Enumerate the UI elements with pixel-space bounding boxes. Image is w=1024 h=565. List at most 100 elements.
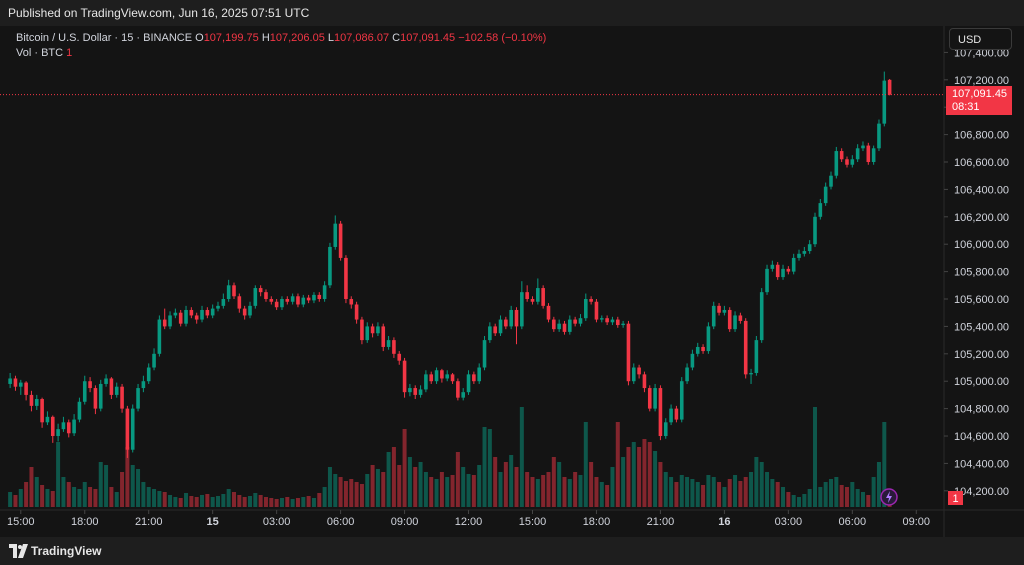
candle-body — [493, 326, 497, 334]
candle-body — [701, 346, 705, 352]
candle-body — [482, 340, 487, 368]
volume-bar — [152, 489, 157, 507]
candle-body — [136, 388, 140, 409]
x-tick-label: 06:00 — [327, 516, 355, 528]
volume-bar — [621, 457, 626, 507]
candle-body — [184, 309, 188, 324]
candle-body — [120, 386, 124, 409]
volume-bar — [834, 477, 839, 507]
candle-body — [365, 326, 370, 341]
volume-bar — [242, 497, 247, 507]
volume-bar — [871, 477, 876, 507]
candle-body — [877, 123, 881, 149]
volume-bar — [173, 497, 178, 507]
volume-bar — [295, 498, 300, 507]
volume-bar — [701, 485, 706, 507]
candle-body — [733, 315, 737, 330]
badge-text: 1 — [952, 493, 958, 505]
candle-body — [301, 297, 306, 305]
x-tick-label: 21:00 — [135, 516, 163, 528]
candle-body — [525, 292, 529, 300]
candle-body — [861, 145, 865, 149]
y-tick-label: 104,600.00 — [954, 431, 1009, 443]
currency-button[interactable]: USD — [949, 28, 1012, 50]
candle-body — [887, 79, 892, 95]
volume-bar — [594, 477, 599, 507]
candle-body — [397, 353, 402, 361]
x-tick-label: 06:00 — [839, 516, 867, 528]
candle-body — [626, 323, 631, 382]
volume-bar — [461, 467, 466, 507]
candle-body — [562, 323, 567, 332]
volume-bar — [759, 462, 764, 507]
x-tick-label: 09:00 — [903, 516, 931, 528]
candle-body — [114, 386, 119, 395]
volume-bar — [765, 472, 770, 507]
y-tick-label: 105,200.00 — [954, 349, 1009, 361]
last-price-label: 107,091.45 08:31 — [946, 85, 1012, 115]
volume-bar — [349, 479, 354, 507]
volume-bar — [541, 475, 546, 507]
volume-bar — [471, 475, 476, 507]
volume-bar — [258, 495, 263, 507]
volume-bar — [194, 497, 199, 507]
candle-body — [29, 394, 34, 406]
volume-bar — [546, 472, 551, 507]
symbol-legend: Bitcoin / U.S. Dollar · 15 · BINANCE O10… — [16, 32, 546, 44]
candle-body — [50, 416, 55, 437]
ohlc-key: C — [392, 32, 401, 44]
plot-area — [0, 71, 944, 507]
candle-body — [269, 299, 274, 302]
volume-bar — [413, 467, 418, 507]
volume-bar — [615, 422, 620, 507]
volume-bar — [626, 447, 631, 507]
y-tick-label: 107,400.00 — [954, 47, 1009, 59]
candle-body — [685, 367, 689, 382]
volume-bar — [663, 472, 668, 507]
candle-body — [472, 374, 476, 382]
candle-body — [594, 301, 599, 320]
volume-bar — [407, 457, 412, 507]
volume-bar — [354, 482, 359, 507]
candle-body — [370, 326, 375, 334]
candle-body — [765, 268, 769, 293]
candle-body — [770, 264, 775, 269]
volume-bar — [82, 482, 87, 507]
candle-body — [658, 388, 663, 437]
volume-bar — [855, 489, 860, 507]
y-tick-label: 107,200.00 — [954, 75, 1009, 87]
volume-bar — [322, 487, 327, 507]
volume-pane-badge: 1 — [948, 491, 963, 505]
volume-bar — [514, 467, 519, 507]
volume-bar — [807, 489, 812, 507]
candle-body — [727, 309, 732, 330]
ohlc-legend: O107,199.75 H107,206.05 L107,086.07 C107… — [195, 32, 458, 44]
candle-body — [653, 388, 657, 409]
candle-body — [429, 374, 434, 382]
candle-body — [829, 175, 833, 187]
candle-body — [306, 297, 311, 301]
candle-body — [322, 285, 327, 300]
volume-bar — [205, 494, 210, 507]
volume-count: 1 — [66, 47, 73, 59]
candle-body — [690, 353, 695, 368]
volume-bar — [114, 492, 119, 507]
candle-body — [610, 319, 615, 323]
volume-bar — [535, 479, 540, 507]
volume-bar — [178, 498, 183, 507]
y-tick-label: 104,800.00 — [954, 404, 1009, 416]
x-tick-label: 16 — [718, 516, 730, 528]
candle-body — [45, 416, 50, 423]
candle-body — [514, 309, 519, 327]
candle-body — [61, 422, 66, 430]
candle-body — [743, 320, 748, 375]
candle-body — [568, 319, 572, 332]
candle-body — [456, 381, 460, 398]
candle-body — [589, 299, 593, 302]
candle-body — [130, 408, 135, 450]
candle-body — [349, 299, 354, 305]
candle-body — [253, 288, 258, 306]
candle-body — [392, 340, 396, 354]
volume-bar — [13, 495, 18, 507]
volume-bar — [327, 467, 332, 507]
